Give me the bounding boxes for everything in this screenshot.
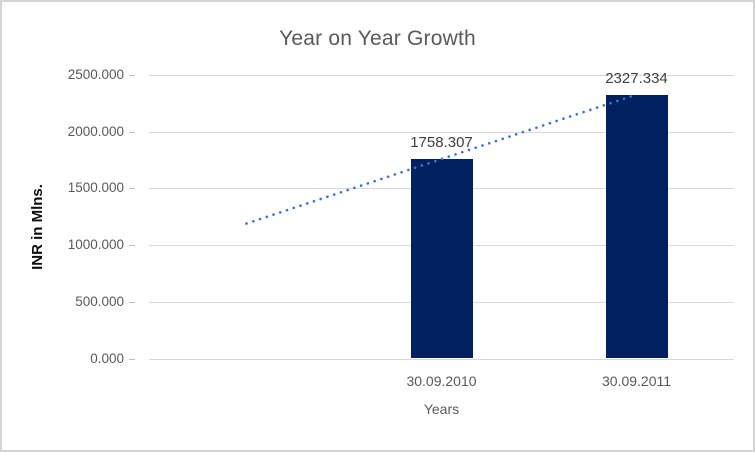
data-label: 1758.307 (410, 134, 473, 152)
y-axis-tick-label: 2500.000 (67, 67, 124, 82)
y-axis-tickmark (129, 188, 135, 190)
y-axis-tick-label: 0.000 (90, 350, 124, 366)
y-axis-tick-label: 1500.000 (67, 180, 124, 196)
x-axis-tick-label: 30.09.2010 (406, 373, 477, 389)
x-axis-tick-label: 30.09.2011 (601, 373, 672, 389)
y-axis-tick-label: 2000.000 (67, 123, 124, 139)
bar-30.09.2011 (605, 94, 668, 359)
y-axis-tickmark (129, 245, 135, 247)
gridline (149, 358, 734, 360)
y-axis-title: INR in Mlns. (29, 184, 46, 270)
y-axis-tickmark (129, 131, 135, 133)
y-axis-tick-label: 500.000 (75, 293, 124, 309)
y-axis-tickmark (129, 75, 135, 76)
y-axis-tickmark (129, 358, 135, 360)
data-label: 2327.334 (605, 69, 668, 87)
chart-title: Year on Year Growth (279, 27, 476, 50)
bar-30.09.2010 (410, 159, 473, 359)
x-axis-title: Years (423, 401, 460, 417)
gridline (149, 75, 734, 76)
y-axis-tickmark (129, 301, 135, 303)
y-axis-tick-label: 1000.000 (67, 237, 124, 253)
